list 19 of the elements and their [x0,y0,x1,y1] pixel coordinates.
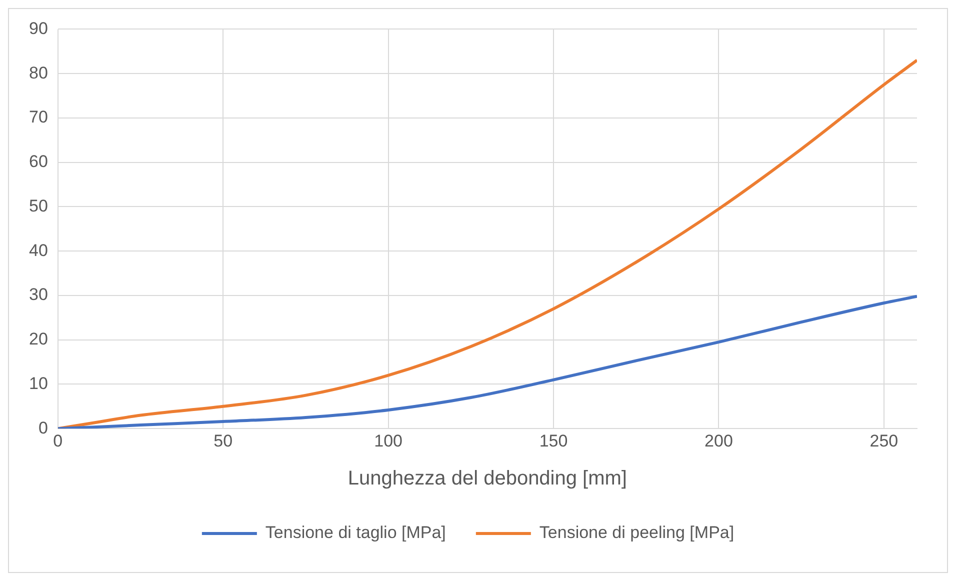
x-tick-label: 100 [374,431,403,450]
x-tick-label: 250 [870,431,898,450]
x-tick-label: 0 [53,431,63,450]
x-axis-title: Lunghezza del debonding [mm] [348,468,627,490]
y-tick-label: 20 [28,330,48,349]
y-tick-label: 70 [28,108,48,127]
legend-label: Tensione di peeling [MPa] [539,523,734,542]
x-tick-label: 50 [214,431,233,450]
y-tick-label: 40 [28,240,48,260]
x-tick-label: 150 [539,431,568,450]
x-tick-label: 200 [704,431,733,450]
y-tick-label: 50 [28,196,48,216]
legend-label: Tensione di taglio [MPa] [265,523,446,542]
y-tick-label: 60 [28,152,48,172]
y-tick-label: 30 [28,285,48,304]
y-tick-label: 80 [28,63,48,82]
y-tick-label: 90 [28,18,48,38]
y-tick-label: 0 [38,418,48,438]
y-tick-label: 10 [28,374,48,393]
